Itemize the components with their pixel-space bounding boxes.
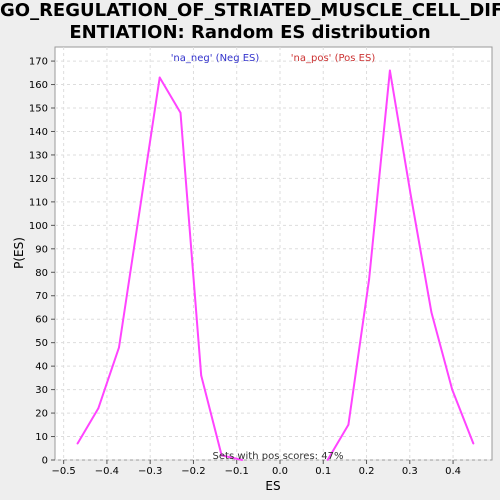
y-tick-label: 100 xyxy=(29,221,48,232)
data-point xyxy=(118,346,120,349)
y-tick-label: 10 xyxy=(35,432,48,443)
x-tick-label: −0.5 xyxy=(52,466,76,477)
data-point xyxy=(409,193,412,196)
data-point xyxy=(200,374,203,377)
x-tick-label: −0.1 xyxy=(225,466,249,477)
data-point xyxy=(430,311,433,314)
x-tick-label: −0.3 xyxy=(138,466,162,477)
x-tick-label: −0.2 xyxy=(181,466,205,477)
series-line-1 xyxy=(326,69,475,461)
chart-title: GO_REGULATION_OF_STRIATED_MUSCLE_CELL_DI… xyxy=(0,0,500,43)
y-tick-label: 160 xyxy=(29,80,48,91)
data-point xyxy=(220,454,223,457)
series-line-0 xyxy=(76,76,243,461)
axis-layer: 0 10 20 30 40 50 60 70 80 90 100 110 120 130 140 150 160… xyxy=(29,57,461,477)
y-tick-label: 80 xyxy=(35,268,48,279)
x-tick-label: 0.1 xyxy=(315,466,331,477)
y-tick-label: 90 xyxy=(35,244,48,255)
y-tick-label: 50 xyxy=(35,338,48,349)
y-tick-label: 170 xyxy=(29,57,48,68)
data-point xyxy=(347,423,350,426)
data-point xyxy=(241,459,244,461)
x-tick-label: 0.2 xyxy=(359,466,375,477)
data-point xyxy=(179,111,182,114)
data-point xyxy=(472,442,475,445)
x-tick-label: 0.0 xyxy=(272,466,288,477)
legend-entry-neg: 'na_neg' (Neg ES) xyxy=(171,53,260,64)
data-point xyxy=(451,388,454,391)
plot-area xyxy=(54,46,493,461)
series-layer xyxy=(76,69,475,461)
data-point xyxy=(326,459,329,461)
y-tick-label: 60 xyxy=(35,315,48,326)
y-tick-label: 150 xyxy=(29,104,48,115)
x-axis-label: ES xyxy=(265,479,280,493)
data-point xyxy=(97,407,100,410)
pos-score-annotation: Sets with pos scores: 47% xyxy=(213,451,344,462)
data-point xyxy=(76,442,79,445)
y-tick-label: 110 xyxy=(29,197,48,208)
y-tick-label: 120 xyxy=(29,174,48,185)
x-tick-label: 0.4 xyxy=(445,466,461,477)
y-tick-label: 70 xyxy=(35,291,48,302)
x-tick-label: 0.3 xyxy=(402,466,418,477)
y-tick-label: 0 xyxy=(42,456,48,467)
data-point xyxy=(388,69,391,72)
legend-entry-pos: 'na_pos' (Pos ES) xyxy=(291,53,376,64)
y-tick-label: 140 xyxy=(29,127,48,138)
grid-layer xyxy=(55,47,492,461)
y-tick-label: 30 xyxy=(35,385,48,396)
y-tick-label: 20 xyxy=(35,409,48,420)
data-point xyxy=(158,76,161,79)
x-tick-label: −0.4 xyxy=(95,466,119,477)
y-tick-label: 40 xyxy=(35,362,48,373)
data-point xyxy=(368,278,371,281)
y-tick-label: 130 xyxy=(29,150,48,161)
y-axis-label: P(ES) xyxy=(12,237,26,269)
